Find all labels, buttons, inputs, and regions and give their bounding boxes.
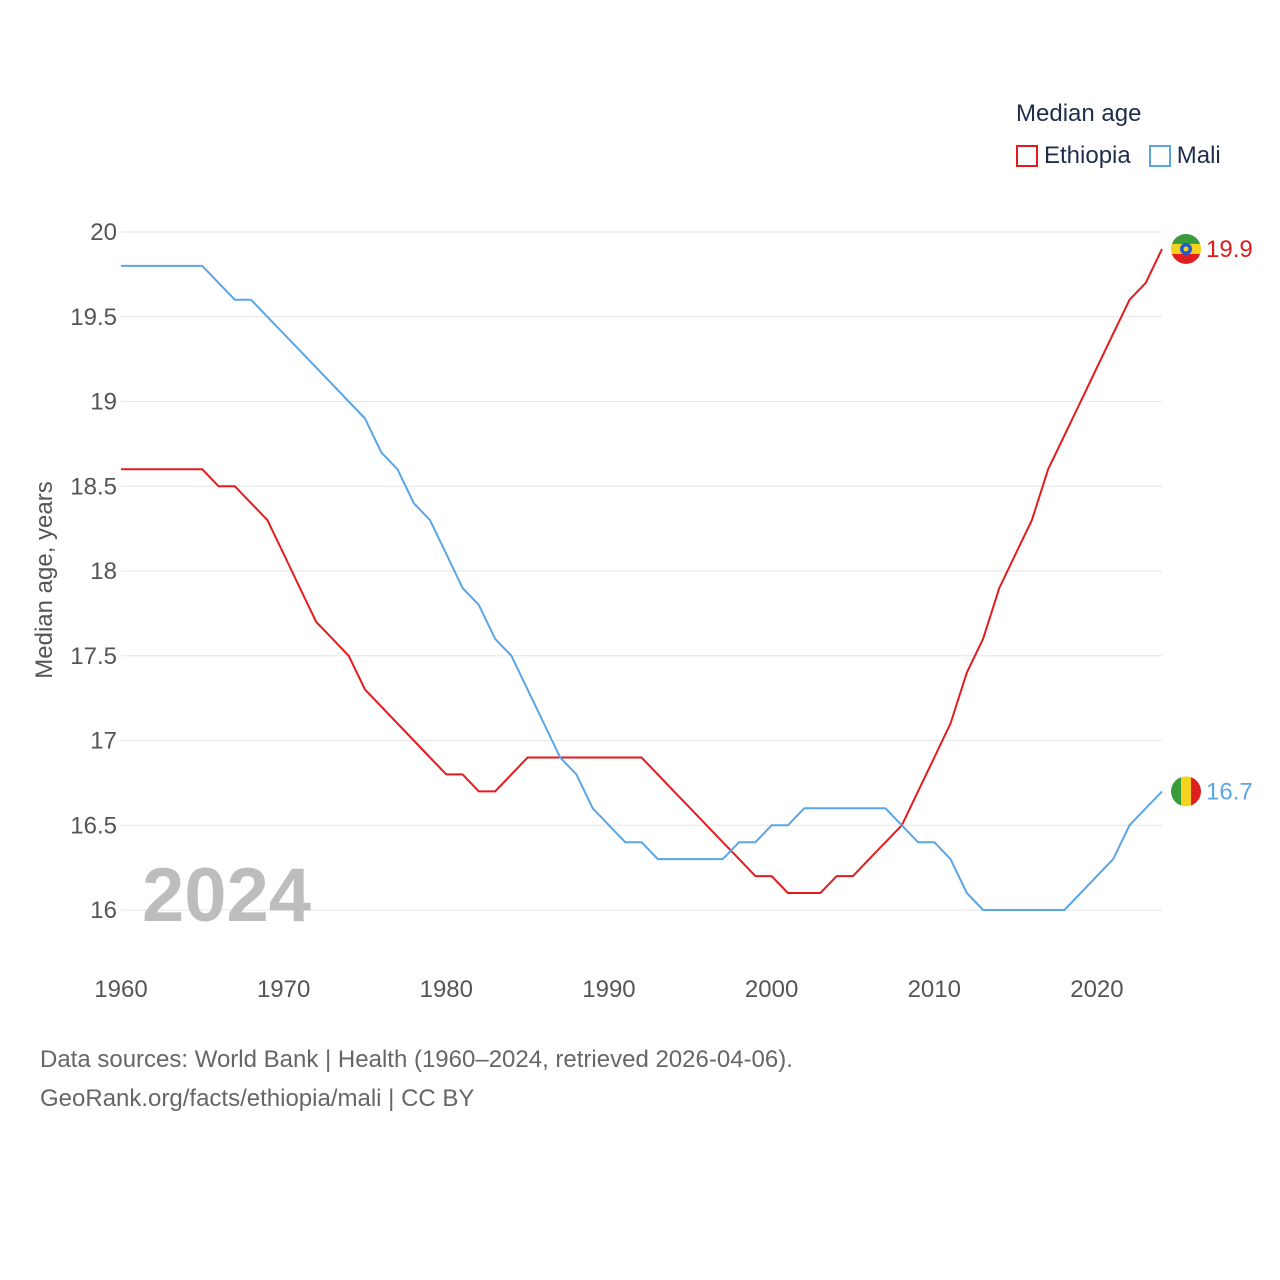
x-tick-labels: 1960 1970 1980 1990 2000 2010 2020 <box>94 976 1123 1003</box>
y-axis-label: Median age, years <box>31 481 58 678</box>
legend-swatch-ethiopia <box>1016 145 1038 167</box>
y-tick-label: 17.5 <box>70 643 117 670</box>
y-tick-label: 20 <box>90 219 117 246</box>
year-label: 2024 <box>142 853 311 938</box>
x-tick-label: 1980 <box>420 976 473 1003</box>
legend-label-ethiopia: Ethiopia <box>1044 142 1131 169</box>
legend-item-mali[interactable]: Mali <box>1148 142 1221 170</box>
series-end-markers: 19.9 16.7 <box>1171 233 1253 807</box>
y-tick-label: 16 <box>90 897 117 924</box>
series-line-mali[interactable] <box>121 264 1163 911</box>
mali-flag-icon <box>1171 776 1201 807</box>
x-tick-label: 2010 <box>908 976 961 1003</box>
y-tick-label: 17 <box>90 728 117 755</box>
y-tick-labels: 16 16.5 17 17.5 18 18.5 19 19.5 20 <box>70 219 117 924</box>
source-line-1: Data sources: World Bank | Health (1960–… <box>40 1046 793 1073</box>
legend-item-ethiopia[interactable]: Ethiopia <box>1016 142 1131 170</box>
grid-lines <box>121 231 1162 911</box>
legend: Ethiopia Mali <box>1016 142 1239 170</box>
y-tick-label: 19 <box>90 389 117 416</box>
x-tick-label: 1990 <box>582 976 635 1003</box>
x-tick-label: 1970 <box>257 976 310 1003</box>
y-tick-label: 18 <box>90 558 117 585</box>
x-tick-label: 2000 <box>745 976 798 1003</box>
series-lines <box>121 248 1163 911</box>
x-tick-label: 2020 <box>1070 976 1123 1003</box>
series-line-ethiopia[interactable] <box>121 248 1163 894</box>
source-line-2[interactable]: GeoRank.org/facts/ethiopia/mali | CC BY <box>40 1085 475 1112</box>
end-label-mali: 16.7 <box>1206 778 1253 805</box>
legend-swatch-mali <box>1148 145 1171 167</box>
y-tick-label: 18.5 <box>70 473 117 500</box>
y-tick-label: 19.5 <box>70 304 117 331</box>
legend-label-mali: Mali <box>1176 142 1221 169</box>
y-tick-label: 16.5 <box>70 812 117 839</box>
ethiopia-flag-icon <box>1171 233 1201 264</box>
end-label-ethiopia: 19.9 <box>1206 236 1253 263</box>
x-tick-label: 1960 <box>94 976 147 1003</box>
legend-title: Median age <box>1016 100 1142 127</box>
